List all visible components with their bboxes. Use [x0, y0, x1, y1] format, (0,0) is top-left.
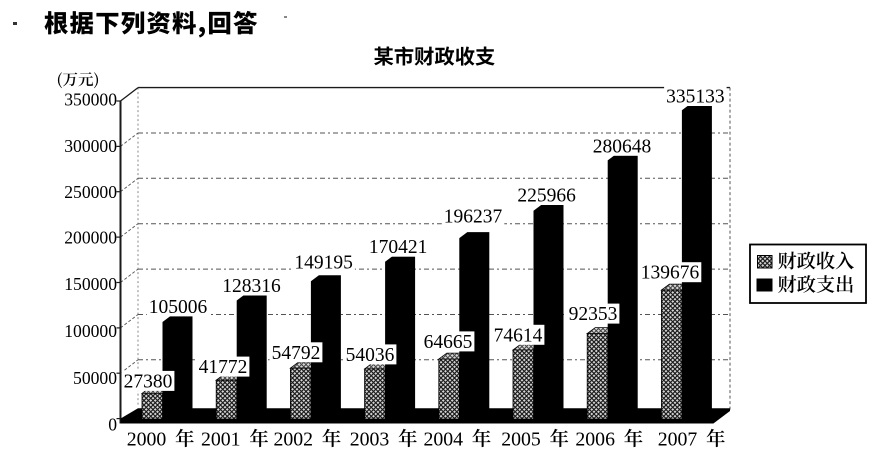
- svg-text:41772: 41772: [199, 357, 248, 378]
- svg-text:74614: 74614: [494, 325, 543, 346]
- svg-text:150000: 150000: [64, 274, 117, 294]
- svg-text:196237: 196237: [444, 207, 503, 228]
- svg-text:139676: 139676: [641, 263, 700, 284]
- svg-text:2005: 2005: [501, 429, 541, 451]
- svg-text:50000: 50000: [73, 368, 117, 388]
- svg-text:170421: 170421: [369, 237, 428, 258]
- svg-text:2002: 2002: [274, 429, 314, 451]
- svg-text:2006: 2006: [575, 429, 615, 451]
- svg-text:200000: 200000: [64, 228, 117, 248]
- svg-text:2001: 2001: [201, 429, 241, 451]
- svg-text:54036: 54036: [346, 345, 395, 366]
- svg-text:335133: 335133: [666, 87, 725, 108]
- svg-text:2003: 2003: [350, 429, 390, 451]
- svg-text:2000: 2000: [127, 429, 167, 451]
- svg-text:128316: 128316: [222, 276, 281, 297]
- svg-text:225966: 225966: [517, 186, 576, 207]
- svg-text:105006: 105006: [149, 297, 208, 318]
- svg-text:2007: 2007: [658, 429, 698, 451]
- svg-text:0: 0: [108, 415, 117, 435]
- svg-text:149195: 149195: [294, 253, 353, 274]
- svg-text:280648: 280648: [593, 136, 652, 157]
- svg-text:250000: 250000: [64, 182, 117, 202]
- svg-text:27380: 27380: [124, 371, 173, 392]
- svg-text:100000: 100000: [64, 321, 117, 341]
- svg-text:92353: 92353: [569, 304, 618, 325]
- svg-text:350000: 350000: [64, 90, 117, 110]
- svg-text:2004: 2004: [424, 429, 464, 451]
- svg-text:54792: 54792: [272, 343, 321, 364]
- svg-text:300000: 300000: [64, 136, 117, 156]
- svg-text:64665: 64665: [424, 332, 473, 353]
